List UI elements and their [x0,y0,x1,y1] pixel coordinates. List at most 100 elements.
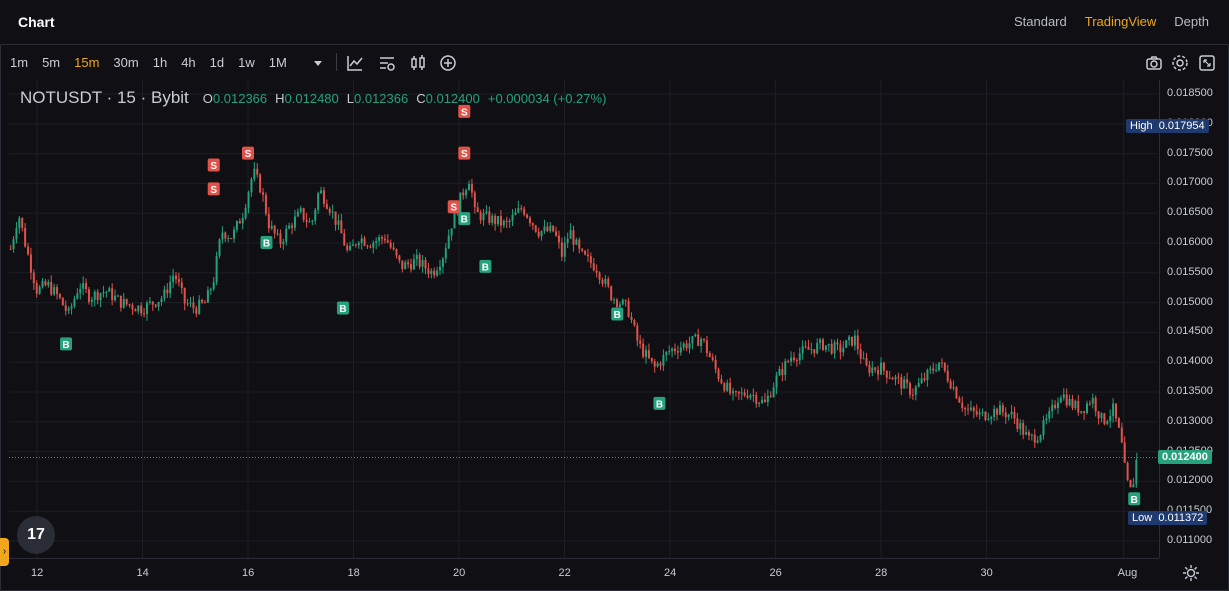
current-price-badge: 0.012400 [1158,449,1212,464]
high-value: 0.012480 [284,91,339,106]
settings-icon[interactable] [1171,54,1189,72]
interval-15m[interactable]: 15m [74,55,100,70]
candle-body [810,349,813,351]
interval-1d[interactable]: 1d [209,55,225,70]
candle-body [938,362,941,371]
candle-body [1027,432,1030,436]
candle-body [674,348,677,352]
buy-signal: B [336,301,349,315]
tab-tradingview[interactable]: TradingView [1084,14,1157,29]
candle-body [105,291,108,293]
interval-1w[interactable]: 1w [238,55,255,70]
candle-body [32,272,35,284]
candle-body [714,359,717,370]
candle-body [946,370,949,382]
interval-1M[interactable]: 1M [268,55,287,70]
candle-body [305,219,308,222]
candle-body [259,174,262,193]
fullscreen-icon[interactable] [1198,54,1216,72]
candle-body [891,378,894,380]
axis-settings-icon[interactable] [1182,564,1200,582]
candle-body [984,411,987,420]
candle-body [743,392,746,396]
candle-body [659,363,662,366]
candle-body [845,340,848,348]
interval-4h[interactable]: 4h [181,55,196,70]
candle-body [520,207,523,209]
price-axis[interactable] [1159,80,1229,558]
candle-body [1085,403,1088,413]
tradingview-logo[interactable]: 17 [17,516,55,554]
candle-body [1129,479,1132,488]
interval-1m[interactable]: 1m [10,55,29,70]
candle-body [763,399,766,403]
candle-body [1030,434,1033,436]
candle-body [534,225,537,232]
candle-body [926,369,929,381]
time-axis[interactable] [9,558,1159,589]
candle-body [615,299,618,307]
candle-body [427,268,430,274]
candle-body [732,391,735,394]
interval-5m[interactable]: 5m [42,55,61,70]
time-tick: 18 [347,567,360,579]
candle-body [1051,404,1054,412]
candle-body [897,376,900,378]
candle-body [642,343,645,357]
candle-body [528,217,531,224]
candle-body [729,382,732,394]
candle-body [221,232,224,240]
tab-standard[interactable]: Standard [1013,14,1067,29]
interval-1h[interactable]: 1h [152,55,168,70]
candle-body [656,363,659,367]
candle-body [790,357,793,362]
add-icon[interactable] [439,54,457,72]
tab-depth[interactable]: Depth [1174,14,1209,29]
candle-body [308,221,311,223]
candle-body [15,228,18,240]
chart-settings-icon[interactable] [378,54,396,72]
candle-body [958,398,961,403]
candle-body [592,263,595,271]
candle-body [1065,394,1068,406]
candle-body [871,367,874,373]
candle-body [218,239,221,256]
side-panel-toggle[interactable]: › [0,538,9,566]
candle-body [813,349,816,354]
candle-body [772,387,775,397]
candle-body [862,358,865,360]
candle-body [778,369,781,376]
candle-body [882,362,885,371]
candle-body [148,301,151,303]
candle-body [41,281,44,287]
candle-body [291,225,294,228]
candle-body [630,316,633,321]
candle-body [644,350,647,357]
candle-body [111,288,114,301]
svg-text:S: S [461,149,468,160]
candle-body [482,213,485,221]
price-tick: 0.013000 [1167,414,1213,427]
chevron-down-icon[interactable] [309,54,327,72]
candle-body [488,211,491,223]
candle-body [375,240,378,243]
candle-body [647,350,650,358]
candles [9,162,1138,488]
candle-body [404,262,407,270]
candle-body [998,405,1001,415]
candle-body [27,246,30,255]
indicator-icon[interactable] [346,54,364,72]
candle-type-icon[interactable] [409,54,427,72]
camera-icon[interactable] [1145,54,1163,72]
candle-body [508,220,511,223]
candle-body [940,362,943,364]
candle-body [337,220,340,225]
candle-body [1019,423,1022,429]
time-tick: 16 [242,567,255,579]
candle-body [821,339,824,350]
candle-body [1135,460,1138,485]
interval-30m[interactable]: 30m [113,55,139,70]
candle-body [204,302,207,304]
candle-body [720,379,723,384]
